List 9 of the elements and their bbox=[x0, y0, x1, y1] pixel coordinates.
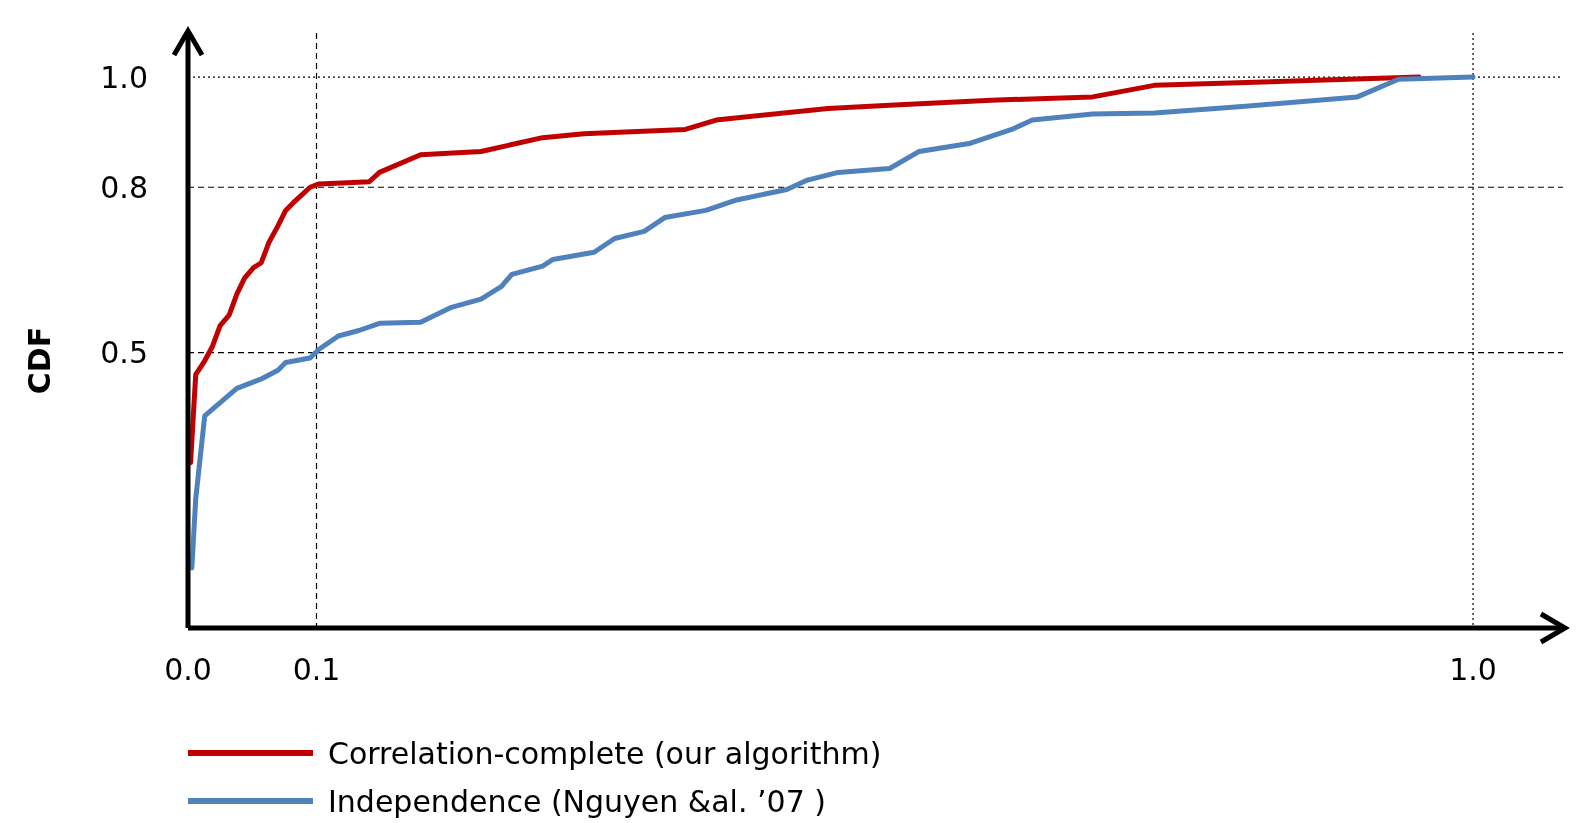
y-axis-title: CDF bbox=[22, 326, 57, 395]
x-tick-label: 1.0 bbox=[1449, 652, 1497, 687]
y-tick-label: 0.8 bbox=[100, 169, 148, 205]
y-tick-label: 0.5 bbox=[100, 335, 148, 371]
x-tick-label: 0.0 bbox=[164, 652, 212, 687]
legend-label: Independence (Nguyen &al. ’07 ) bbox=[328, 783, 826, 819]
x-tick-label: 0.1 bbox=[292, 652, 341, 687]
legend-label: Correlation-complete (our algorithm) bbox=[328, 735, 882, 771]
y-tick-label: 1.0 bbox=[100, 59, 148, 95]
